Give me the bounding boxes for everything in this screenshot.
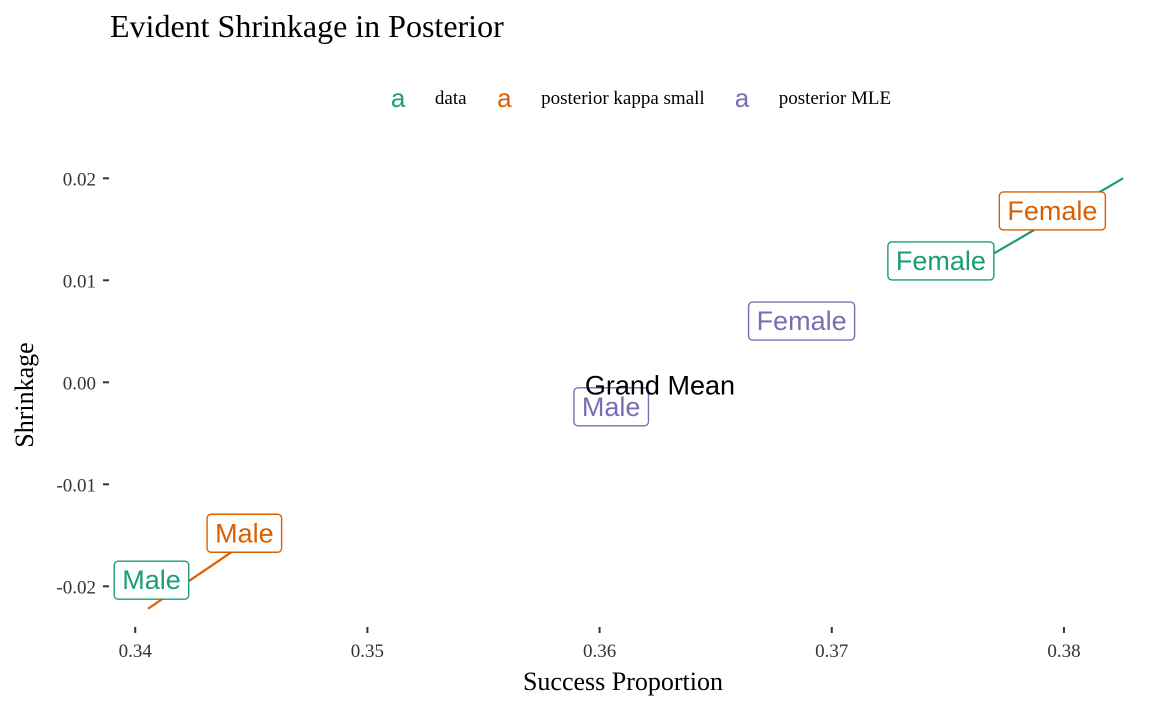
- x-axis: 0.34 0.35 0.36 0.37 0.38: [119, 627, 1081, 662]
- legend-key-glyph: a: [735, 83, 750, 113]
- point-label: Female: [1007, 196, 1097, 226]
- annotations: Grand Mean: [585, 370, 735, 400]
- point-label-box: Male: [206, 513, 283, 553]
- legend: a data a posterior kappa small a posterior ML…: [391, 83, 891, 113]
- y-tick-label: -0.02: [56, 577, 96, 598]
- point-label: Male: [122, 565, 181, 595]
- point-label-box: Female: [998, 191, 1107, 231]
- x-axis-title: Success Proportion: [523, 667, 723, 696]
- chart-title: Evident Shrinkage in Posterior: [110, 8, 504, 44]
- x-tick-label: 0.38: [1047, 641, 1080, 662]
- legend-key-glyph: a: [391, 83, 406, 113]
- legend-key-glyph: a: [497, 83, 512, 113]
- point-label-border: [998, 191, 1107, 231]
- legend-label: data: [435, 88, 467, 109]
- point-label-border: [747, 301, 856, 341]
- y-axis: 0.02 0.01 0.00 -0.01 -0.02: [56, 169, 109, 598]
- x-tick-label: 0.37: [815, 641, 848, 662]
- point-label-border: [887, 241, 995, 281]
- x-tick-label: 0.36: [583, 641, 616, 662]
- y-tick-label: 0.02: [63, 169, 96, 190]
- grand-mean-annotation: Grand Mean: [585, 370, 735, 400]
- y-tick-label: 0.01: [63, 271, 96, 292]
- point-label: Male: [215, 518, 274, 548]
- legend-label: posterior MLE: [779, 88, 891, 109]
- point-label-border: [573, 387, 650, 427]
- point-label: Male: [582, 392, 641, 422]
- x-tick-label: 0.34: [119, 641, 153, 662]
- legend-label: posterior kappa small: [541, 88, 705, 109]
- point-label-box: Male: [573, 387, 650, 427]
- y-axis-title: Shrinkage: [10, 342, 39, 447]
- point-label-border: [206, 513, 283, 553]
- point-label: Female: [896, 246, 986, 276]
- point-label: Female: [757, 306, 847, 336]
- point-labels: Male Female Male Female Male Female: [113, 191, 1107, 600]
- point-label-box: Female: [887, 241, 995, 281]
- y-tick-label: -0.01: [56, 475, 96, 496]
- y-tick-label: 0.00: [63, 373, 96, 394]
- point-label-box: Female: [747, 301, 856, 341]
- point-label-box: Male: [113, 560, 190, 600]
- point-label-border: [113, 560, 190, 600]
- x-tick-label: 0.35: [351, 641, 384, 662]
